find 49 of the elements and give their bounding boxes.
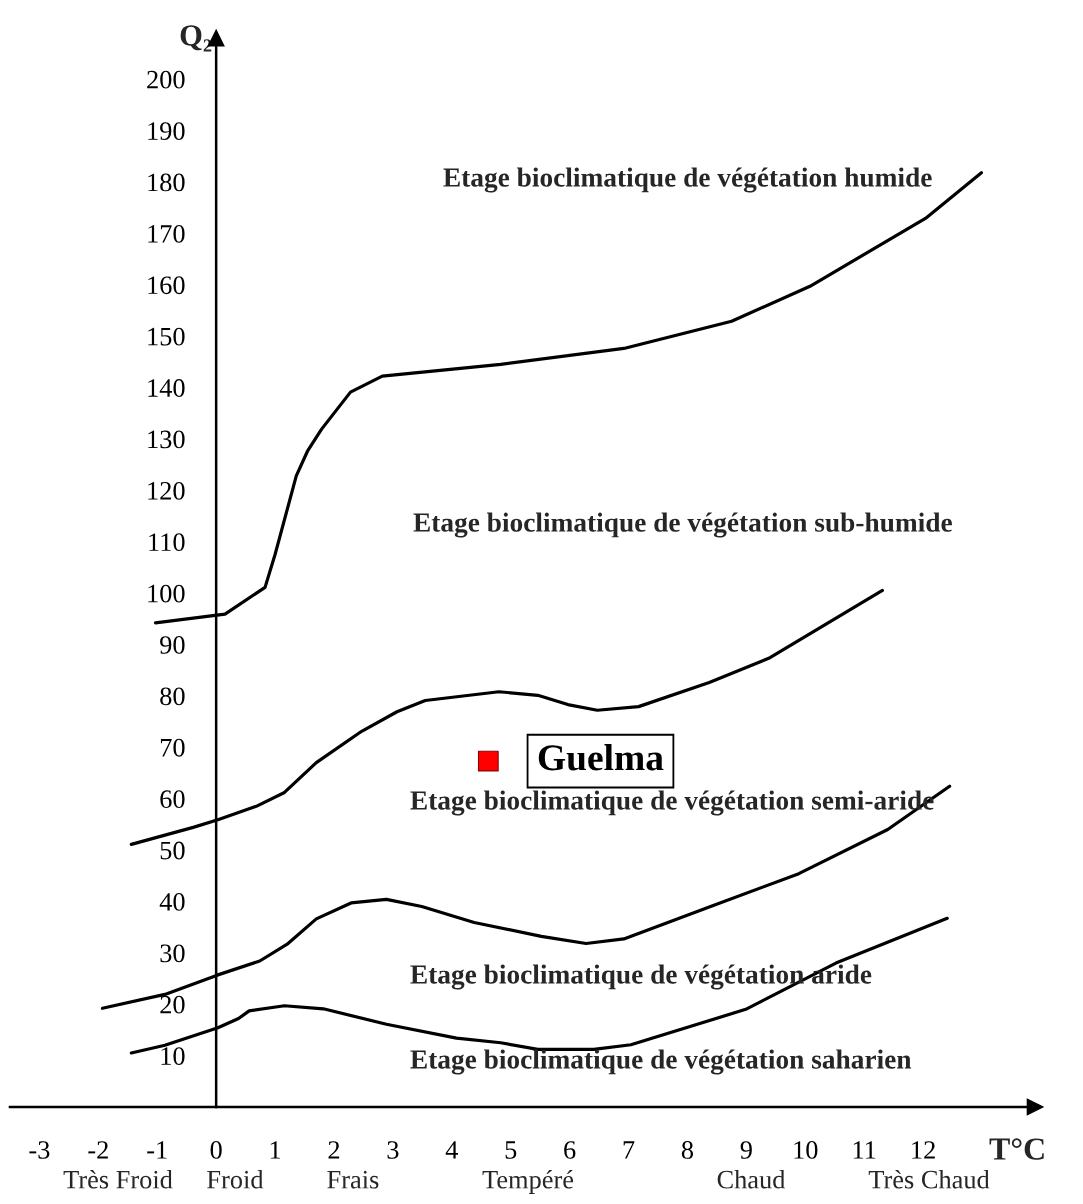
y-tick-label: 60 — [160, 790, 185, 809]
x-tick-label: 0 — [210, 1141, 222, 1159]
annotation: Etage bioclimatique de végétation sub-humide — [413, 512, 952, 538]
annotation: Etage bioclimatique de végétation aride — [410, 964, 872, 990]
x-tick-label: -2 — [88, 1141, 108, 1159]
x-tick-label: 3 — [387, 1141, 399, 1159]
y-tick-label: 50 — [160, 841, 185, 860]
x-tick-label: 2 — [328, 1141, 340, 1159]
y-tick-label: 10 — [161, 1047, 185, 1065]
y-tick-label: 70 — [160, 738, 185, 757]
y-tick-label: 30 — [160, 944, 185, 963]
text: Frais — [327, 1170, 379, 1189]
y-tick-label: 140 — [148, 379, 185, 397]
x-tick-label: 12 — [912, 1141, 935, 1159]
text: Tempéré — [482, 1169, 574, 1194]
y-tick-label: 100 — [148, 584, 185, 603]
series-label: Guelma — [538, 744, 664, 771]
annotation: Etage bioclimatique de végétation humide — [443, 167, 932, 193]
x-tick-label: 8 — [681, 1141, 694, 1159]
text: Froid — [207, 1169, 264, 1189]
y-tick-label: 160 — [148, 276, 185, 295]
text: Très Froid — [63, 1169, 173, 1189]
x-tick-label: 11 — [853, 1141, 876, 1159]
y-tick-label: 110 — [149, 533, 185, 552]
x-tick-label: 7 — [623, 1141, 635, 1159]
x-tick-label: 6 — [564, 1141, 576, 1159]
y-axis-title: Q₂ — [180, 25, 212, 52]
y-tick-label: 80 — [160, 687, 185, 706]
y-tick-label: 170 — [148, 224, 185, 243]
y-tick-label: 130 — [148, 430, 185, 449]
y-tick-label: 200 — [147, 70, 185, 89]
x-tick-label: -3 — [29, 1141, 50, 1159]
annotation: Etage bioclimatique de végétation saharien — [410, 1049, 912, 1075]
y-tick-label: 120 — [148, 481, 185, 500]
y-tick-label: 40 — [159, 893, 185, 911]
y-tick-label: 20 — [160, 995, 185, 1014]
x-tick-label: 10 — [794, 1141, 818, 1159]
y-tick-label: 90 — [160, 636, 185, 654]
x-tick-label: 1 — [270, 1141, 281, 1159]
x-tick-label: 9 — [740, 1141, 752, 1159]
y-tick-label: 180 — [148, 173, 185, 192]
y-tick-label: 150 — [148, 327, 185, 346]
x-axis-title: T°C — [989, 1138, 1044, 1160]
text: Chaud — [717, 1169, 786, 1189]
x-tick-label: -1 — [147, 1141, 167, 1159]
x-tick-label: 4 — [445, 1141, 458, 1159]
y-tick-label: 190 — [148, 122, 185, 140]
text: Très Chaud — [868, 1169, 990, 1189]
x-tick-label: 5 — [505, 1141, 517, 1159]
